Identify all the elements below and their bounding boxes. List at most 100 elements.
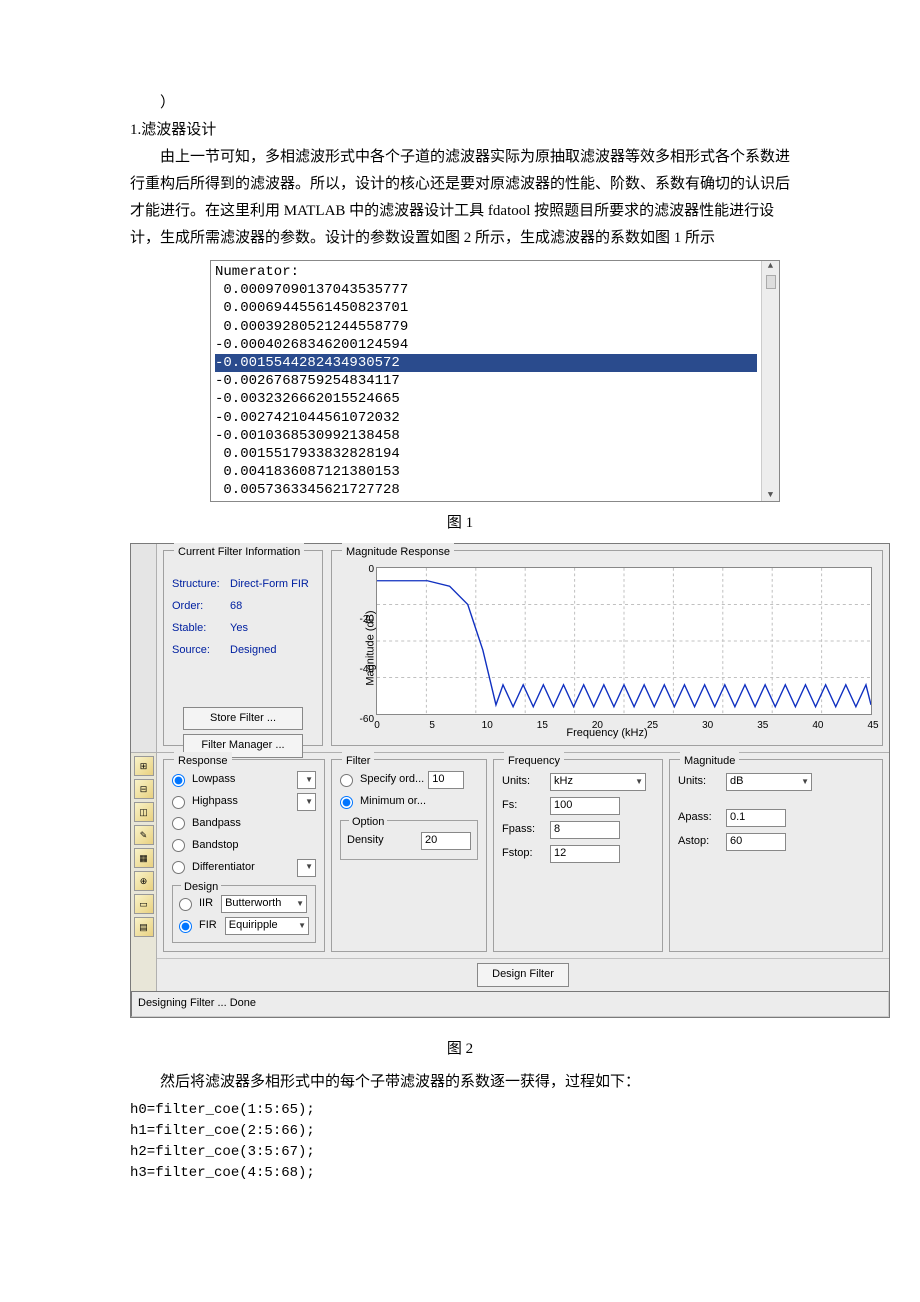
scroll-down-icon[interactable]: ▼ — [768, 490, 773, 502]
filter-title: Filter — [342, 752, 374, 772]
stable-value: Yes — [230, 622, 248, 634]
scroll-up-icon[interactable]: ▲ — [768, 261, 773, 273]
code-block: h0=filter_coe(1:5:65);h1=filter_coe(2:5:… — [130, 1100, 790, 1184]
option-title: Option — [349, 813, 387, 833]
tool-icon[interactable]: ◫ — [134, 802, 154, 822]
numerator-line[interactable]: -0.0032326662015524665 — [215, 390, 757, 408]
iir-select[interactable]: Butterworth — [221, 895, 307, 913]
bandpass-radio[interactable] — [172, 817, 185, 830]
response-panel: Response Lowpass Highpass Bandpass Bands… — [163, 759, 325, 952]
diff-label: Differentiator — [192, 858, 255, 878]
magnitude-chart — [376, 567, 872, 715]
numerator-line[interactable]: -0.0010368530992138458 — [215, 427, 757, 445]
tool-icon[interactable]: ✎ — [134, 825, 154, 845]
fs-input[interactable]: 100 — [550, 797, 620, 815]
numerator-line[interactable]: -0.0015544282434930572 — [215, 354, 757, 372]
chart-ytick: 0 — [344, 561, 374, 579]
heading-1: 1.滤波器设计 — [130, 117, 790, 144]
tool-icon[interactable]: ▭ — [134, 894, 154, 914]
lowpass-select[interactable] — [297, 771, 316, 789]
fstop-input[interactable]: 12 — [550, 845, 620, 863]
chart-xtick: 45 — [867, 717, 878, 735]
specify-order-label: Specify ord... — [360, 770, 424, 790]
code-line: h1=filter_coe(2:5:66); — [130, 1121, 790, 1142]
response-title: Response — [174, 752, 232, 772]
current-filter-info-panel: Current Filter Information Structure:Dir… — [163, 550, 323, 746]
chart-xtick: 0 — [374, 717, 380, 735]
lowpass-radio[interactable] — [172, 774, 185, 787]
mag-title: Magnitude Response — [342, 543, 454, 563]
tool-icon[interactable]: ⊞ — [134, 756, 154, 776]
left-toolbar-mid: ⊞ ⊟ ◫ ✎ ▦ ⊕ ▭ ▤ — [131, 753, 157, 990]
scrollbar[interactable]: ▲ ▼ — [761, 261, 779, 501]
magnitude-response-panel: Magnitude Response Magnitude (dB) Freque… — [331, 550, 883, 746]
code-line: h0=filter_coe(1:5:65); — [130, 1100, 790, 1121]
bandpass-label: Bandpass — [192, 814, 241, 834]
chart-ytick: -40 — [344, 661, 374, 679]
astop-input[interactable]: 60 — [726, 833, 786, 851]
astop-label: Astop: — [678, 832, 720, 852]
structure-value: Direct-Form FIR — [230, 578, 309, 590]
tool-icon[interactable]: ⊟ — [134, 779, 154, 799]
chart-xtick: 30 — [702, 717, 713, 735]
numerator-line[interactable]: 0.0041836087121380153 — [215, 463, 757, 481]
chart-xtick: 35 — [757, 717, 768, 735]
fir-label: FIR — [199, 916, 217, 936]
numerator-line[interactable]: 0.0057363345621727728 — [215, 481, 757, 499]
fir-radio[interactable] — [179, 920, 192, 933]
numerator-line[interactable]: 0.00069445561450823701 — [215, 299, 757, 317]
minimum-order-label: Minimum or... — [360, 792, 426, 812]
numerator-line[interactable]: -0.0027421044561072032 — [215, 409, 757, 427]
scroll-thumb[interactable] — [766, 275, 776, 289]
fdatool-window: Current Filter Information Structure:Dir… — [130, 543, 890, 1017]
tool-icon[interactable]: ⊕ — [134, 871, 154, 891]
numerator-line[interactable]: 0.00039280521244558779 — [215, 318, 757, 336]
tool-icon[interactable]: ▦ — [134, 848, 154, 868]
fir-select[interactable]: Equiripple — [225, 917, 309, 935]
order-label: Order: — [172, 597, 230, 617]
highpass-select[interactable] — [297, 793, 316, 811]
paragraph-1: 由上一节可知，多相滤波形式中各个子道的滤波器实际为原抽取滤波器等效多相形式各个系… — [130, 144, 790, 252]
numerator-line[interactable]: -0.00040268346200124594 — [215, 336, 757, 354]
apass-input[interactable]: 0.1 — [726, 809, 786, 827]
magnitude-spec-panel: Magnitude Units:dB Apass:0.1 Astop:60 — [669, 759, 883, 952]
freq-units-select[interactable]: kHz — [550, 773, 646, 791]
frequency-panel: Frequency Units:kHz Fs:100 Fpass:8 Fstop… — [493, 759, 663, 952]
freq-units-label: Units: — [502, 772, 544, 792]
bandstop-label: Bandstop — [192, 836, 238, 856]
numerator-line[interactable]: 0.0015517933832828194 — [215, 445, 757, 463]
diff-select[interactable] — [297, 859, 316, 877]
diff-radio[interactable] — [172, 861, 185, 874]
specify-order-input[interactable]: 10 — [428, 771, 464, 789]
code-line: h2=filter_coe(3:5:67); — [130, 1142, 790, 1163]
design-filter-button[interactable]: Design Filter — [477, 963, 569, 987]
chart-ytick: -20 — [344, 611, 374, 629]
chart-xtick: 25 — [647, 717, 658, 735]
lowpass-label: Lowpass — [192, 770, 235, 790]
chart-xtick: 40 — [812, 717, 823, 735]
chart-xlabel: Frequency (kHz) — [566, 724, 647, 744]
numerator-line[interactable]: -0.0026768759254834117 — [215, 372, 757, 390]
highpass-radio[interactable] — [172, 796, 185, 809]
store-filter-button[interactable]: Store Filter ... — [183, 707, 303, 731]
numerator-line[interactable]: 0.00097090137043535777 — [215, 281, 757, 299]
paragraph-2: 然后将滤波器多相形式中的每个子带滤波器的系数逐一获得，过程如下： — [130, 1069, 790, 1096]
figure-2-caption: 图 2 — [130, 1036, 790, 1063]
specify-order-radio[interactable] — [340, 774, 353, 787]
left-toolbar-top — [131, 544, 157, 752]
bandstop-radio[interactable] — [172, 839, 185, 852]
density-label: Density — [347, 831, 384, 851]
mag-units-label: Units: — [678, 772, 720, 792]
minimum-order-radio[interactable] — [340, 796, 353, 809]
chart-xtick: 5 — [429, 717, 435, 735]
chart-xtick: 10 — [482, 717, 493, 735]
iir-radio[interactable] — [179, 898, 192, 911]
filter-order-panel: Filter Specify ord...10 Minimum or... Op… — [331, 759, 487, 952]
density-input[interactable]: 20 — [421, 832, 471, 850]
stable-label: Stable: — [172, 619, 230, 639]
chart-xtick: 15 — [537, 717, 548, 735]
code-line: h3=filter_coe(4:5:68); — [130, 1163, 790, 1184]
tool-icon[interactable]: ▤ — [134, 917, 154, 937]
fpass-input[interactable]: 8 — [550, 821, 620, 839]
mag-units-select[interactable]: dB — [726, 773, 812, 791]
